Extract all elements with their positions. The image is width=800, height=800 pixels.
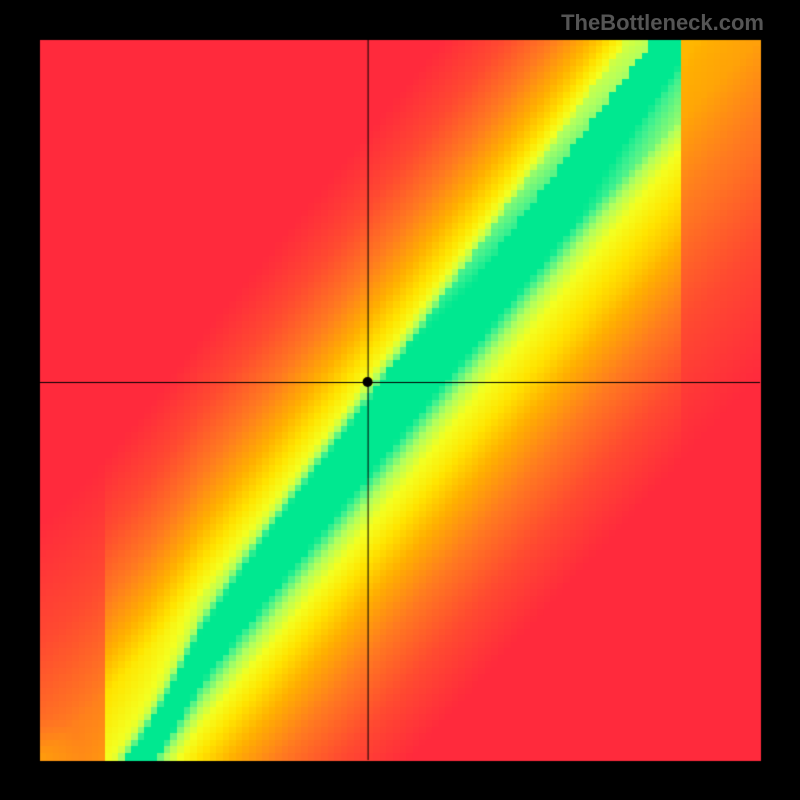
- heatmap-canvas: [0, 0, 800, 800]
- chart-container: TheBottleneck.com: [0, 0, 800, 800]
- watermark-text: TheBottleneck.com: [561, 10, 764, 36]
